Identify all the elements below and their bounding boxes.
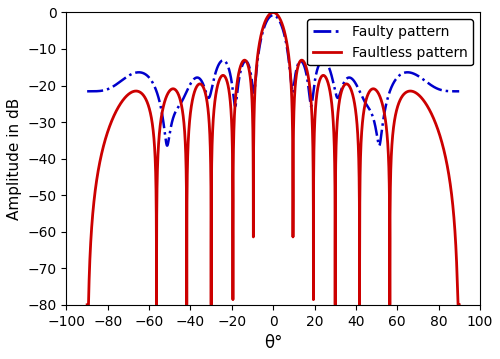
Faultless pattern [436, 132, 442, 137]
Faultless pattern [157, 125, 163, 129]
Faulty pattern [456, 89, 462, 93]
Faulty pattern [84, 89, 90, 93]
Faulty pattern [270, 13, 276, 17]
Line: Faultless pattern: Faultless pattern [87, 13, 459, 305]
Faultless pattern [100, 148, 105, 152]
Faultless pattern [266, 13, 272, 17]
Faulty pattern [106, 86, 112, 90]
Faultless pattern [84, 303, 90, 307]
Faulty pattern [436, 87, 442, 92]
Faultless pattern [86, 288, 92, 293]
Line: Faulty pattern: Faulty pattern [87, 15, 459, 146]
Faulty pattern [266, 15, 272, 20]
Y-axis label: Amplitude in dB: Amplitude in dB [7, 98, 22, 220]
Faulty pattern [86, 89, 92, 93]
Legend: Faulty pattern, Faultless pattern: Faulty pattern, Faultless pattern [307, 19, 473, 65]
Faulty pattern [164, 144, 170, 148]
Faultless pattern [106, 125, 112, 129]
Faulty pattern [157, 102, 163, 106]
Faultless pattern [270, 10, 276, 15]
X-axis label: θ°: θ° [264, 334, 282, 352]
Faulty pattern [100, 88, 105, 93]
Faultless pattern [456, 303, 462, 307]
